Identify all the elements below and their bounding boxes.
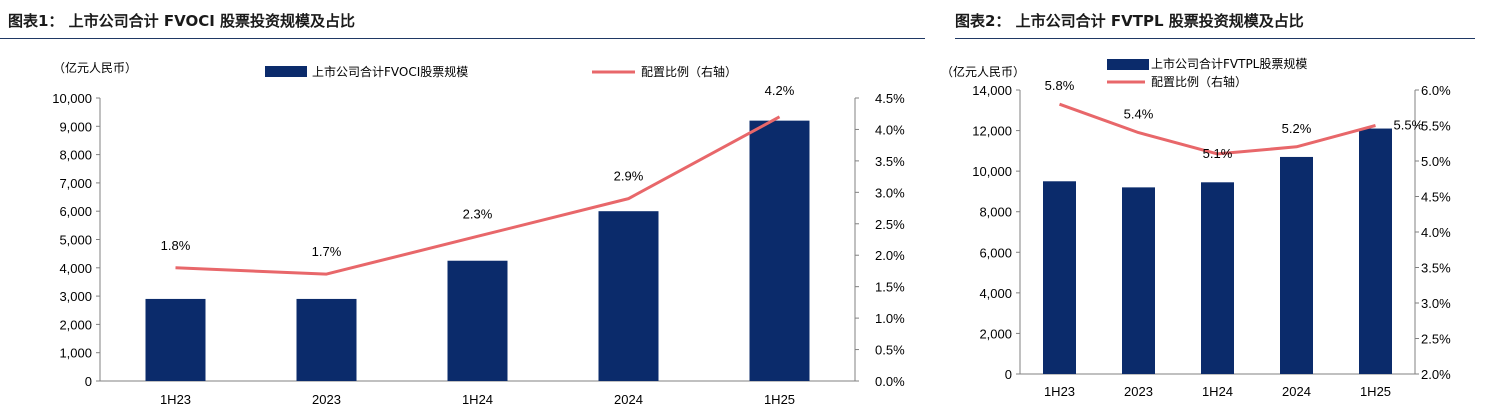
y2-tick-label: 2.0% — [1421, 367, 1451, 382]
y-tick-label: 8,000 — [59, 148, 92, 163]
y2-tick-label: 4.0% — [875, 122, 905, 137]
ratio-line — [175, 115, 781, 276]
legend-label-bar: 上市公司合计FVTPL股票规模 — [1151, 56, 1307, 71]
x-tick-label: 1H25 — [764, 392, 795, 407]
chart-title: 图表1： 上市公司合计 FVOCI 股票投资规模及占比 — [8, 12, 356, 30]
y-tick-label: 4,000 — [979, 286, 1012, 301]
title-divider — [0, 38, 925, 39]
y2-tick-label: 4.5% — [1421, 190, 1451, 205]
bar — [749, 120, 810, 381]
x-tick-label: 1H24 — [462, 392, 493, 407]
y2-tick-label: 0.0% — [875, 374, 905, 389]
y-tick-label: 1,000 — [59, 346, 92, 361]
x-tick-label: 1H23 — [1044, 384, 1075, 399]
data-label: 5.1% — [1203, 146, 1233, 161]
y-tick-label: 8,000 — [979, 205, 1012, 220]
y-tick-label: 12,000 — [972, 124, 1012, 139]
bar — [1201, 182, 1234, 374]
bar — [598, 211, 659, 381]
data-label: 1.7% — [312, 244, 342, 259]
data-label: 4.2% — [765, 83, 795, 98]
y2-tick-label: 2.5% — [875, 217, 905, 232]
legend-label-line: 配置比例（右轴） — [641, 64, 737, 79]
legend-label-line: 配置比例（右轴） — [1151, 74, 1247, 89]
chart-panel-fvoci: 图表1： 上市公司合计 FVOCI 股票投资规模及占比 （亿元人民币） 上市公司合… — [0, 12, 925, 407]
y-tick-label: 9,000 — [59, 119, 92, 134]
x-tick-label: 1H24 — [1202, 384, 1233, 399]
y2-tick-label: 4.5% — [875, 91, 905, 106]
y-tick-label: 2,000 — [979, 326, 1012, 341]
x-tick-label: 2024 — [1282, 384, 1311, 399]
x-tick-label: 1H23 — [160, 392, 191, 407]
y2-tick-label: 1.5% — [875, 280, 905, 295]
bar — [145, 298, 206, 381]
y-tick-label: 3,000 — [59, 289, 92, 304]
y-tick-label: 10,000 — [972, 164, 1012, 179]
unit-label: （亿元人民币） — [941, 64, 1025, 79]
y2-tick-label: 5.5% — [1421, 119, 1451, 134]
y-tick-label: 0 — [85, 374, 92, 389]
chart-fvoci: （亿元人民币） 上市公司合计FVOCI股票规模 配置比例（右轴） 0 1,000 2,00… — [52, 60, 905, 407]
data-label: 5.8% — [1045, 78, 1075, 93]
y2-tick-label: 3.0% — [1421, 296, 1451, 311]
y-tick-label: 0 — [1005, 367, 1012, 382]
data-label: 1.8% — [161, 238, 191, 253]
bar — [1359, 128, 1392, 374]
y2-tick-label: 1.0% — [875, 311, 905, 326]
y2-tick-label: 6.0% — [1421, 83, 1451, 98]
y2-tick-label: 3.5% — [875, 154, 905, 169]
title-divider — [955, 38, 1475, 39]
bar — [1043, 181, 1076, 374]
y2-tick-label: 2.0% — [875, 248, 905, 263]
y2-tick-label: 5.0% — [1421, 154, 1451, 169]
legend-bar-swatch — [1107, 59, 1149, 70]
unit-label: （亿元人民币） — [53, 60, 137, 75]
y2-tick-label: 3.5% — [1421, 261, 1451, 276]
y2-tick-label: 0.5% — [875, 343, 905, 358]
data-label: 2.3% — [463, 206, 493, 221]
y-tick-label: 4,000 — [59, 261, 92, 276]
y2-tick-label: 3.0% — [875, 185, 905, 200]
y2-tick-label: 4.0% — [1421, 225, 1451, 240]
x-tick-label: 2024 — [614, 392, 643, 407]
chart-panel-fvtpl: 图表2： 上市公司合计 FVTPL 股票投资规模及占比 （亿元人民币） 上市公司合… — [941, 0, 1475, 420]
x-tick-label: 1H25 — [1360, 384, 1391, 399]
x-tick-label: 2023 — [312, 392, 341, 407]
x-tick-label: 2023 — [1124, 384, 1153, 399]
data-label: 5.5% — [1394, 118, 1424, 133]
y-tick-label: 7,000 — [59, 176, 92, 191]
data-label: 5.2% — [1282, 121, 1312, 136]
data-label: 2.9% — [614, 169, 644, 184]
bar — [1280, 156, 1313, 374]
legend-bar-swatch — [265, 66, 307, 77]
bar — [296, 298, 357, 381]
y-tick-label: 14,000 — [972, 83, 1012, 98]
y-tick-label: 6,000 — [979, 245, 1012, 260]
chart-title: 图表2： 上市公司合计 FVTPL 股票投资规模及占比 — [955, 12, 1304, 30]
y2-tick-label: 2.5% — [1421, 332, 1451, 347]
bar — [447, 260, 508, 381]
y-tick-label: 5,000 — [59, 233, 92, 248]
y-tick-label: 2,000 — [59, 317, 92, 332]
y-tick-label: 10,000 — [52, 91, 92, 106]
bar — [1122, 187, 1155, 374]
data-label: 5.4% — [1124, 107, 1154, 122]
y-tick-label: 6,000 — [59, 204, 92, 219]
legend-label-bar: 上市公司合计FVOCI股票规模 — [312, 64, 468, 79]
